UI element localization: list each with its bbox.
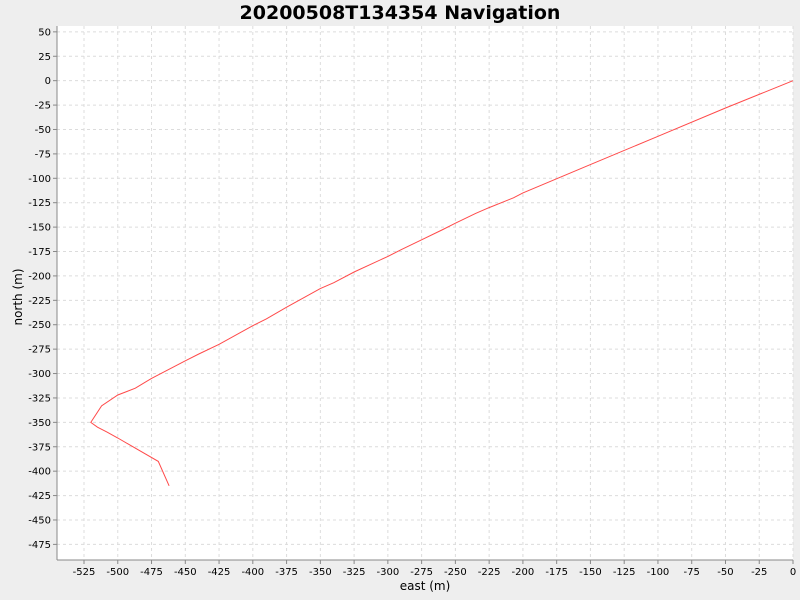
navigation-track-line [90,80,794,487]
x-tick-label: -150 [579,567,602,578]
x-tick-label: -25 [751,567,767,578]
chart-title: 20200508T134354 Navigation [240,2,561,24]
y-tick-label: 50 [38,27,51,38]
y-tick-label: -50 [35,125,51,136]
y-tick-label: -100 [28,174,51,185]
y-tick-label: -475 [28,540,51,551]
y-tick-label: -75 [35,149,51,160]
y-tick-label: 0 [45,76,51,87]
y-axis-ticks: 50 25 0 -25 -50 -75 -100 -125 -150 -175 -200 -225 -2… [28,27,57,551]
y-tick-label: -300 [28,369,51,380]
y-tick-label: -250 [28,320,51,331]
x-axis-ticks: -525 -500 -475 -450 -425 -400 -375 -350 -325 -300… [73,560,796,578]
x-tick-label: -375 [275,567,298,578]
x-tick-label: -100 [647,567,670,578]
x-tick-label: -75 [684,567,700,578]
y-tick-label: -375 [28,442,51,453]
x-tick-label: -50 [717,567,733,578]
x-tick-label: -525 [73,567,96,578]
x-tick-label: -425 [208,567,231,578]
x-tick-label: -350 [309,567,332,578]
series-layer [90,80,794,487]
y-tick-label: -275 [28,345,51,356]
y-tick-label: 25 [38,52,51,63]
x-tick-label: -475 [140,567,163,578]
x-tick-label: -400 [241,567,264,578]
x-axis-label: east (m) [400,579,451,593]
y-tick-label: -25 [35,101,51,112]
y-tick-label: -175 [28,247,51,258]
y-gridlines [57,31,793,545]
y-tick-label: -225 [28,296,51,307]
x-tick-label: -200 [512,567,535,578]
x-tick-label: -175 [545,567,568,578]
x-tick-label: -225 [478,567,501,578]
x-tick-label: -450 [174,567,197,578]
y-tick-label: -425 [28,491,51,502]
y-tick-label: -125 [28,198,51,209]
y-tick-label: -400 [28,467,51,478]
y-axis-label: north (m) [11,268,25,325]
x-tick-label: -250 [444,567,467,578]
y-tick-label: -350 [28,418,51,429]
y-tick-label: -200 [28,271,51,282]
x-tick-label: -325 [343,567,366,578]
plot-area [57,26,793,560]
x-tick-label: 0 [790,567,796,578]
x-tick-label: -500 [106,567,129,578]
x-tick-label: -300 [377,567,400,578]
y-tick-label: -150 [28,223,51,234]
x-tick-label: -275 [410,567,433,578]
y-tick-label: -450 [28,515,51,526]
y-tick-label: -325 [28,393,51,404]
x-tick-label: -125 [613,567,636,578]
